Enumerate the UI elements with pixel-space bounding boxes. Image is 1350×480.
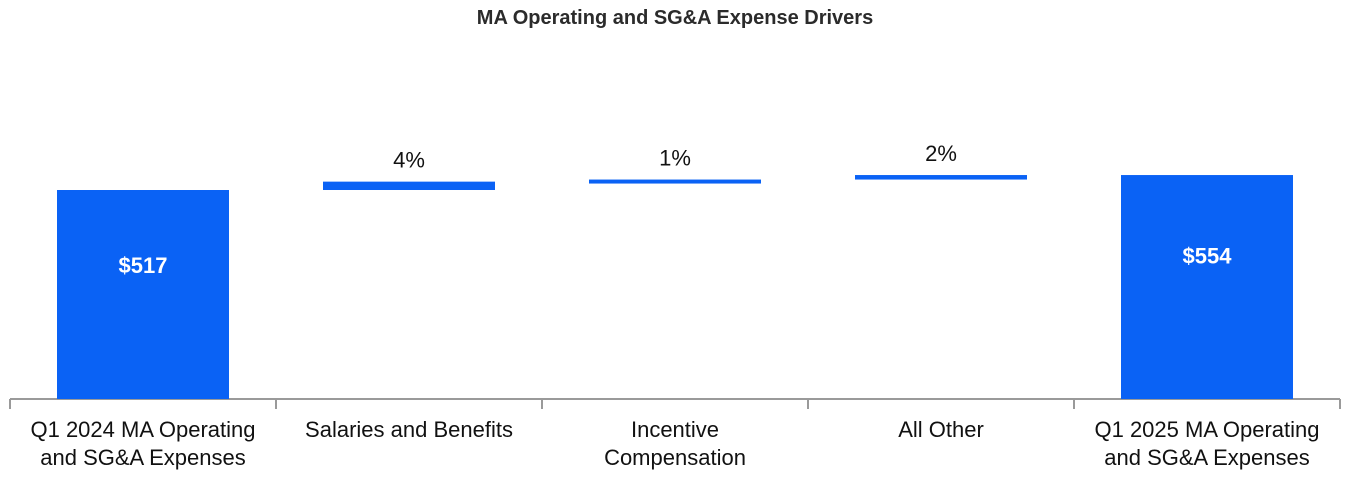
total-bar-label: $517 xyxy=(119,253,168,278)
total-bar xyxy=(1121,175,1293,399)
x-tick-label: Salaries and Benefits xyxy=(305,417,513,442)
delta-bar xyxy=(323,181,495,190)
delta-bar-label: 2% xyxy=(925,141,957,166)
x-tick-label: Incentive Compensation xyxy=(604,417,746,470)
x-tick-label: All Other xyxy=(898,417,984,442)
total-bar xyxy=(57,190,229,399)
x-tick-label: Q1 2025 MA Operating and SG&A Expenses xyxy=(1094,417,1320,470)
chart-title: MA Operating and SG&A Expense Drivers xyxy=(476,7,874,29)
delta-bar-label: 4% xyxy=(393,148,425,173)
delta-bar-label: 1% xyxy=(659,146,691,171)
delta-bar xyxy=(855,175,1027,180)
delta-bar xyxy=(589,179,761,184)
x-tick-label: Q1 2024 MA Operating and SG&A Expenses xyxy=(30,417,256,470)
total-bar-label: $554 xyxy=(1183,244,1233,269)
